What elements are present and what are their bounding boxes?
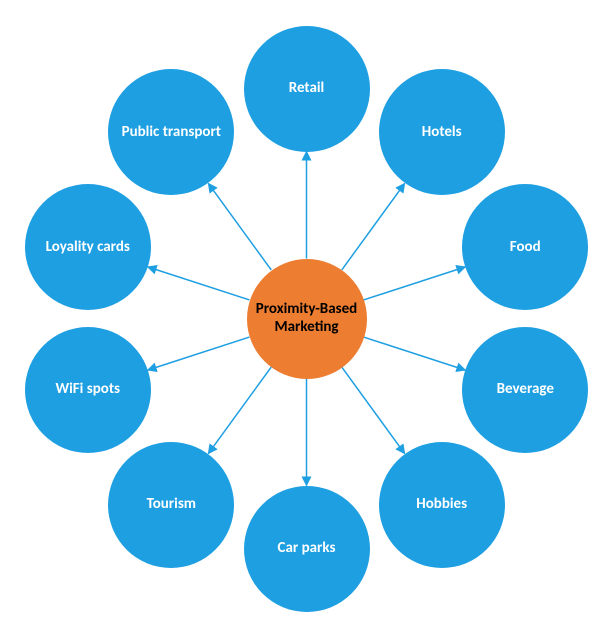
arrow-to-hotels (342, 183, 405, 270)
node-wifi-spots: WiFi spots (25, 327, 151, 453)
node-label: Beverage (491, 381, 560, 398)
node-label: WiFi spots (49, 381, 126, 398)
arrow-to-food (364, 267, 466, 300)
node-car-parks: Car parks (244, 486, 370, 612)
node-food: Food (462, 184, 588, 310)
arrow-to-wifi-spots (148, 337, 250, 370)
node-label: Car parks (272, 540, 342, 557)
arrow-to-loyality-cards (148, 267, 250, 300)
node-label: Hobbies (410, 496, 473, 513)
arrow-to-tourism (208, 367, 271, 454)
arrow-to-public-transport (208, 183, 271, 270)
node-loyality-cards: Loyality cards (25, 184, 151, 310)
node-label: Retail (283, 80, 331, 97)
center-label: Proximity-Based Marketing (247, 301, 367, 336)
node-label: Public transport (116, 124, 227, 141)
arrow-to-hobbies (342, 367, 405, 454)
node-label: Food (504, 239, 547, 256)
center-node: Proximity-Based Marketing (247, 259, 367, 379)
node-hobbies: Hobbies (379, 442, 505, 568)
node-beverage: Beverage (462, 327, 588, 453)
node-label: Hotels (416, 124, 468, 141)
node-tourism: Tourism (108, 442, 234, 568)
node-retail: Retail (244, 26, 370, 152)
node-label: Loyality cards (40, 239, 136, 256)
arrow-to-beverage (364, 337, 466, 370)
node-label: Tourism (141, 496, 202, 513)
diagram-stage: Retail Hotels Food Beverage Hobbies Car parks… (0, 0, 613, 637)
node-public-transport: Public transport (108, 69, 234, 195)
node-hotels: Hotels (379, 69, 505, 195)
